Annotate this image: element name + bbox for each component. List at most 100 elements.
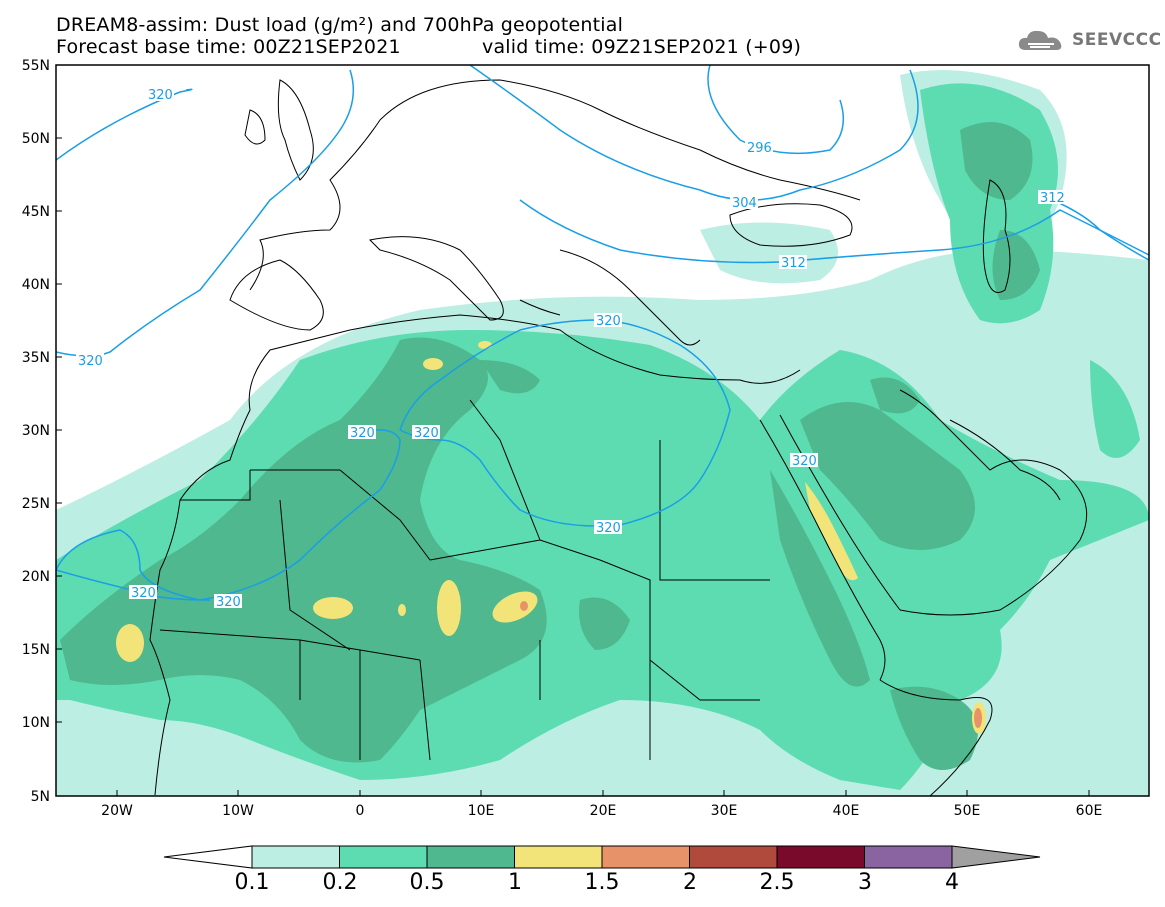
- colorbar-swatch: [864, 845, 953, 869]
- lat-tick: 30N: [22, 423, 62, 439]
- svg-text:30E: 30E: [711, 803, 738, 819]
- colorbar-tick: 4: [945, 870, 959, 895]
- lat-tick: 35N: [22, 350, 62, 366]
- svg-text:320: 320: [350, 426, 375, 441]
- lat-tick: 45N: [22, 204, 62, 220]
- svg-text:55N: 55N: [22, 58, 50, 74]
- svg-text:10E: 10E: [468, 803, 495, 819]
- colorbar-tick: 0.5: [409, 870, 445, 895]
- colorbar-swatch: [251, 845, 340, 869]
- svg-text:15N: 15N: [22, 642, 50, 658]
- svg-text:312: 312: [781, 256, 806, 271]
- svg-text:320: 320: [792, 454, 817, 469]
- lat-tick: 25N: [22, 496, 62, 512]
- colorbar-low-arrow: [163, 845, 253, 869]
- contour-label: 320: [146, 87, 174, 103]
- svg-text:320: 320: [131, 586, 156, 601]
- lon-tick: 10W: [222, 790, 254, 819]
- lat-tick: 55N: [22, 58, 62, 74]
- lon-tick: 40E: [833, 790, 860, 819]
- svg-text:320: 320: [596, 314, 621, 329]
- svg-text:50N: 50N: [22, 131, 50, 147]
- colorbar-swatch: [601, 845, 690, 869]
- svg-text:10W: 10W: [222, 803, 254, 819]
- colorbar-tick: 0.2: [322, 870, 358, 895]
- svg-text:320: 320: [414, 426, 439, 441]
- svg-text:0: 0: [356, 803, 365, 819]
- lon-tick: 0: [356, 790, 365, 819]
- colorbar-swatch: [339, 845, 428, 869]
- svg-text:304: 304: [732, 196, 757, 211]
- lat-tick: 20N: [22, 569, 62, 585]
- svg-text:40E: 40E: [833, 803, 860, 819]
- contour-label: 320: [594, 520, 622, 536]
- colorbar-swatch: [514, 845, 603, 869]
- colorbar-tick: 1: [508, 870, 522, 895]
- svg-text:35N: 35N: [22, 350, 50, 366]
- contour-label: 320: [594, 313, 622, 329]
- map-title-line1: DREAM8-assim: Dust load (g/m²) and 700hP…: [56, 14, 624, 36]
- svg-text:60E: 60E: [1076, 803, 1103, 819]
- colorbar: [163, 845, 1041, 869]
- seevccc-logo: SEEVCCC: [1016, 26, 1162, 54]
- svg-text:320: 320: [596, 521, 621, 536]
- contour-label: 312: [1038, 190, 1066, 206]
- contour-label-group: 320 320 296 304 312 312 320 320 320 320 …: [76, 87, 1066, 610]
- svg-text:312: 312: [1040, 191, 1065, 206]
- lon-tick: 50E: [954, 790, 981, 819]
- map-base-time: Forecast base time: 00Z21SEP2021: [56, 36, 401, 58]
- lat-tick: 40N: [22, 277, 62, 293]
- contour-label: 312: [779, 255, 807, 271]
- colorbar-swatch: [776, 845, 865, 869]
- svg-text:45N: 45N: [22, 204, 50, 220]
- svg-text:30N: 30N: [22, 423, 50, 439]
- logo-text: SEEVCCC: [1072, 30, 1162, 50]
- svg-text:10N: 10N: [22, 715, 50, 731]
- lon-tick: 20E: [590, 790, 617, 819]
- svg-text:320: 320: [148, 88, 173, 103]
- svg-text:296: 296: [747, 141, 772, 156]
- svg-text:20E: 20E: [590, 803, 617, 819]
- lat-tick: 50N: [22, 131, 62, 147]
- lon-tick: 30E: [711, 790, 738, 819]
- svg-text:320: 320: [216, 595, 241, 610]
- lon-tick: 10E: [468, 790, 495, 819]
- lat-tick: 15N: [22, 642, 62, 658]
- contour-label: 304: [730, 195, 758, 211]
- svg-text:5N: 5N: [31, 789, 50, 805]
- svg-text:25N: 25N: [22, 496, 50, 512]
- map-valid-time: valid time: 09Z21SEP2021 (+09): [482, 36, 802, 58]
- svg-text:20N: 20N: [22, 569, 50, 585]
- colorbar-tick: 1.5: [584, 870, 620, 895]
- dust-very-high-field: [520, 601, 982, 728]
- colorbar-swatch: [426, 845, 515, 869]
- dust-dark-field: [60, 122, 1040, 770]
- contour-label: 320: [214, 594, 242, 610]
- svg-text:320: 320: [78, 354, 103, 369]
- contour-label: 320: [76, 353, 104, 369]
- colorbar-swatch: [689, 845, 778, 869]
- lat-tick: 10N: [22, 715, 62, 731]
- contour-label: 296: [745, 140, 773, 156]
- svg-text:20W: 20W: [101, 803, 133, 819]
- contour-label: 320: [129, 585, 157, 601]
- colorbar-tick: 3: [858, 870, 872, 895]
- cloud-icon: [1018, 30, 1062, 50]
- colorbar-high-arrow: [951, 845, 1041, 869]
- colorbar-tick: 2: [683, 870, 697, 895]
- contour-label: 320: [790, 453, 818, 469]
- colorbar-tick: 2.5: [759, 870, 795, 895]
- lon-tick: 20W: [101, 790, 133, 819]
- contour-label: 320: [412, 425, 440, 441]
- coastlines: [149, 79, 1088, 796]
- colorbar-swatches: [251, 845, 953, 869]
- dust-high-field: [116, 341, 986, 734]
- svg-text:40N: 40N: [22, 277, 50, 293]
- longitude-axis: 20W 10W 0 10E 20E 30E 40E 50E 60E: [101, 790, 1102, 819]
- colorbar-tick: 0.1: [234, 870, 270, 895]
- svg-text:50E: 50E: [954, 803, 981, 819]
- latitude-axis: 55N 50N 45N 40N 35N 30N 25N 20N 15N 10N …: [22, 58, 62, 805]
- lat-tick: 5N: [31, 789, 62, 805]
- lon-tick: 60E: [1076, 790, 1103, 819]
